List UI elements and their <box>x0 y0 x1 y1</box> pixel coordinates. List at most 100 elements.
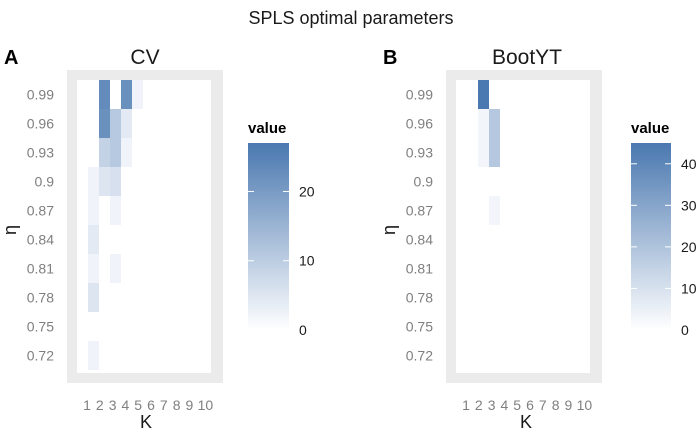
heatmap-cell <box>110 109 121 138</box>
heatmap-cell <box>511 80 522 109</box>
heatmap-cell <box>176 254 187 283</box>
legend-ticks-a: 0 10 20 <box>248 183 315 338</box>
heatmap-cell <box>110 80 121 109</box>
heatmap-cell <box>456 138 467 167</box>
heatmap-cell <box>500 109 511 138</box>
y-tick-label: 0.93 <box>27 145 54 161</box>
y-tick-label: 0.99 <box>27 87 54 103</box>
heatmap-cell <box>555 312 566 341</box>
heatmap-cell <box>478 341 489 370</box>
heatmap-cell <box>511 341 522 370</box>
x-tick-label: 9 <box>186 397 194 413</box>
legend-tick-label: 10 <box>299 253 315 269</box>
y-tick-label: 0.99 <box>406 87 433 103</box>
heatmap-cell <box>456 196 467 225</box>
heatmap-cell <box>533 283 544 312</box>
x-tick-label: 3 <box>488 397 496 413</box>
heatmap-cell <box>544 167 555 196</box>
heatmap-cell <box>77 312 88 341</box>
heatmap-cell <box>88 341 99 370</box>
heatmap-cell <box>456 225 467 254</box>
legend-title-b: value <box>631 120 669 137</box>
heatmap-cell <box>533 138 544 167</box>
heatmap-cell <box>143 312 154 341</box>
heatmap-cell <box>110 196 121 225</box>
heatmap-cell <box>478 80 489 109</box>
legend-tick-label: 30 <box>681 197 697 213</box>
heatmap-cell <box>544 341 555 370</box>
heatmap-cell <box>522 254 533 283</box>
heatmap-cell <box>110 167 121 196</box>
heatmap-cell <box>110 283 121 312</box>
heatmap-cell <box>132 254 143 283</box>
heatmap-cell <box>88 254 99 283</box>
heatmap-cell <box>99 196 110 225</box>
colorbar-a <box>248 143 289 330</box>
heatmap-cell <box>121 254 132 283</box>
heatmap-cell <box>132 225 143 254</box>
heatmap-cell <box>99 80 110 109</box>
heatmap-cell <box>165 225 176 254</box>
heatmap-cell <box>478 283 489 312</box>
x-tick-label: 6 <box>526 397 534 413</box>
heatmap-cell <box>77 167 88 196</box>
heatmap-cell <box>165 109 176 138</box>
heatmap-cell <box>121 312 132 341</box>
heatmap-cell <box>533 109 544 138</box>
heatmap-cell <box>99 109 110 138</box>
x-tick-label: 3 <box>109 397 117 413</box>
heatmap-cell <box>533 225 544 254</box>
heatmap-cell <box>555 167 566 196</box>
heatmap-cell <box>533 254 544 283</box>
heatmap-cell <box>132 341 143 370</box>
heatmap-cell <box>500 312 511 341</box>
heatmap-cell <box>176 138 187 167</box>
heatmap-cell <box>165 254 176 283</box>
heatmap-cell <box>143 167 154 196</box>
heatmap-cell <box>99 138 110 167</box>
heatmap-cell <box>143 283 154 312</box>
heatmap-cell <box>154 225 165 254</box>
heatmap-cell <box>467 312 478 341</box>
heatmap-cell <box>154 254 165 283</box>
heatmap-cell <box>533 312 544 341</box>
heatmap-cell <box>533 196 544 225</box>
legend-tick-label: 20 <box>681 239 697 255</box>
y-tick-label: 0.78 <box>406 290 433 306</box>
heatmap-cell <box>121 167 132 196</box>
heatmap-cell <box>522 341 533 370</box>
heatmap-cell <box>511 109 522 138</box>
heatmap-cell <box>143 196 154 225</box>
heatmap-cell <box>555 196 566 225</box>
heatmap-cell <box>99 341 110 370</box>
heatmap-cell <box>544 254 555 283</box>
heatmap-cell <box>456 167 467 196</box>
heatmap-cell <box>489 196 500 225</box>
heatmap-cell <box>555 283 566 312</box>
heatmap-cell <box>522 312 533 341</box>
heatmap-cell <box>544 196 555 225</box>
heatmap-cell <box>143 225 154 254</box>
heatmap-cell <box>511 254 522 283</box>
heatmap-cell <box>500 254 511 283</box>
x-tick-label: 4 <box>122 397 130 413</box>
heatmap-cell <box>500 341 511 370</box>
heatmap-cell <box>456 312 467 341</box>
y-tick-label: 0.9 <box>35 174 55 190</box>
heatmap-cell <box>478 312 489 341</box>
heatmap-cell <box>77 341 88 370</box>
legend-tick-label: 0 <box>681 322 689 338</box>
x-tick-label: 8 <box>173 397 181 413</box>
heatmap-cell <box>489 283 500 312</box>
x-tick-label: 5 <box>513 397 521 413</box>
heatmap-cell <box>77 80 88 109</box>
heatmap-cell <box>143 254 154 283</box>
y-tick-label: 0.96 <box>406 116 433 132</box>
heatmap-cell <box>489 167 500 196</box>
heatmap-cell <box>121 283 132 312</box>
heatmap-cell <box>511 312 522 341</box>
heatmap-cell <box>110 138 121 167</box>
heatmap-cell <box>467 167 478 196</box>
heatmap-cell <box>489 254 500 283</box>
